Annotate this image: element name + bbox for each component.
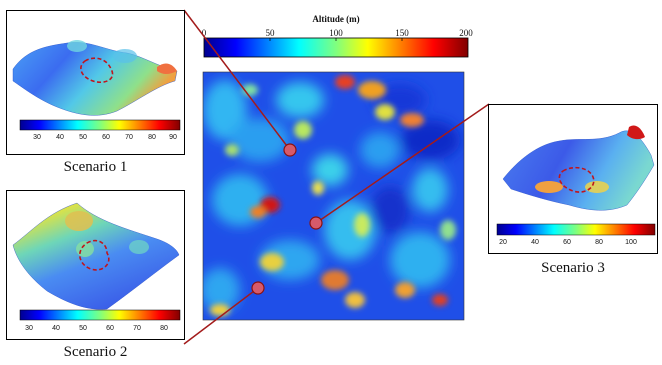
colorbar-tick-200: 200	[459, 28, 473, 38]
colorbar-tick-marks	[269, 38, 403, 41]
s1-tick-4: 70	[125, 134, 133, 141]
s3-tick-0: 20	[499, 239, 507, 246]
altitude-map	[203, 72, 464, 320]
scenario-1-surface: 30 40 50 60 70 80 90	[12, 40, 181, 141]
s2-tick-1: 40	[52, 325, 60, 332]
colorbar-title: Altitude (m)	[312, 14, 359, 24]
s3-tick-2: 60	[563, 239, 571, 246]
marker-scenario-1	[283, 143, 297, 157]
colorbar-tick-50: 50	[266, 28, 276, 38]
scenario-3-caption: Scenario 3	[541, 260, 605, 276]
s3-tick-4: 100	[625, 239, 637, 246]
s2-tick-2: 50	[79, 325, 87, 332]
s1-tick-3: 60	[102, 134, 110, 141]
s2-tick-3: 60	[106, 325, 114, 332]
connector-lines	[183, 9, 490, 345]
scenario-1-caption: Scenario 1	[63, 159, 128, 175]
connector-scenario-3	[315, 103, 490, 224]
colorbar-tick-100: 100	[329, 28, 343, 38]
colorbar-tick-0: 0	[202, 28, 207, 38]
scenario-3-region-outline	[558, 166, 595, 193]
s3-tick-1: 40	[531, 239, 539, 246]
connector-scenario-1	[183, 9, 291, 151]
s1-tick-6: 90	[169, 134, 177, 141]
scenario-1-region-outline	[80, 57, 114, 84]
scenario-2-panel: 30 40 50 60 70 80	[6, 190, 185, 340]
scenario-1-panel: 30 40 50 60 70 80 90	[6, 10, 185, 155]
connector-scenario-2	[183, 287, 259, 345]
marker-scenario-2-3	[309, 216, 323, 230]
marker-scenario-2	[251, 281, 265, 295]
s1-tick-1: 40	[56, 134, 64, 141]
scenario-2-surface: 30 40 50 60 70 80	[12, 202, 181, 332]
s1-tick-0: 30	[33, 134, 41, 141]
s2-tick-4: 70	[133, 325, 141, 332]
s2-tick-0: 30	[25, 325, 33, 332]
s1-tick-2: 50	[79, 134, 87, 141]
scenario-2-region-outline	[79, 239, 110, 271]
s3-tick-3: 80	[595, 239, 603, 246]
scenario-2-caption: Scenario 2	[63, 344, 128, 360]
colorbar-tick-150: 150	[395, 28, 409, 38]
s1-tick-5: 80	[148, 134, 156, 141]
s2-tick-5: 80	[160, 325, 168, 332]
altitude-colorbar: Altitude (m) 0 50 100 150 200	[202, 14, 473, 58]
scenario-3-surface: 20 40 60 80 100	[496, 125, 656, 246]
scenario-markers	[251, 143, 323, 295]
scenario-3-panel: 20 40 60 80 100	[488, 104, 658, 254]
